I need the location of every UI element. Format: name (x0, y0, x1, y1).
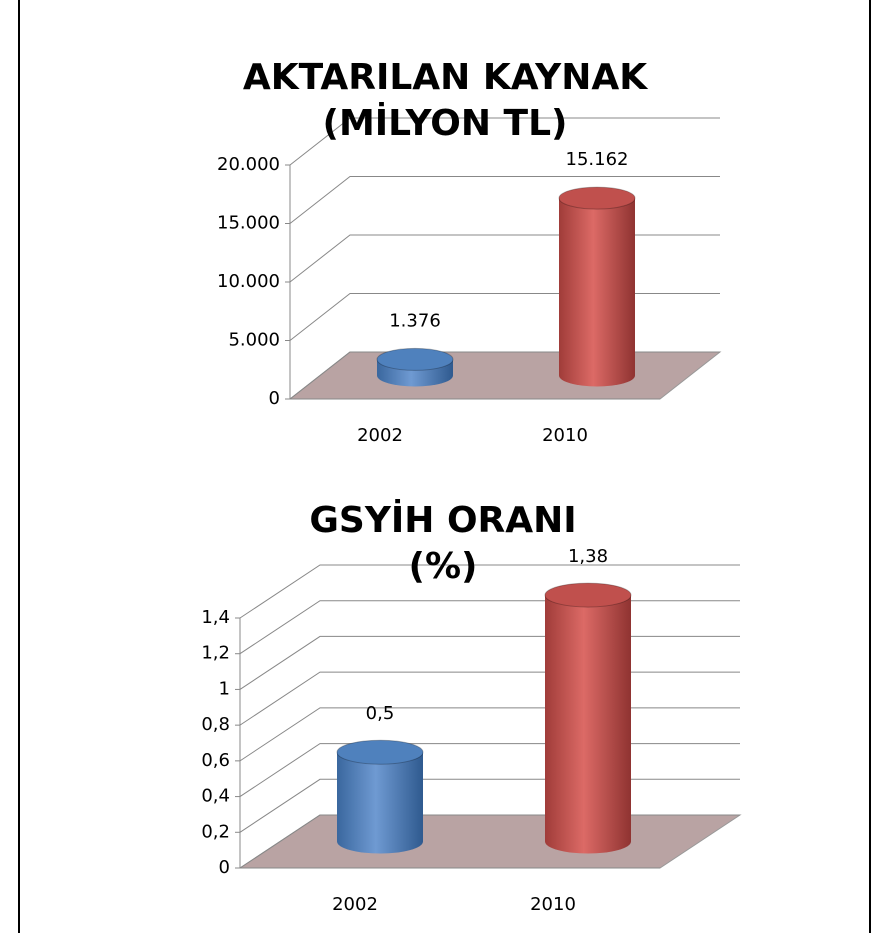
data-label: 15.162 (566, 149, 629, 170)
grid-line (289, 117, 720, 166)
y-tick-label: 0 (219, 857, 230, 878)
data-label: 1.376 (389, 310, 441, 331)
y-tick-label: 0,8 (201, 714, 230, 735)
floor (238, 814, 742, 869)
grid-line (239, 564, 740, 619)
y-tick-label: 5.000 (228, 330, 280, 351)
bar-base (545, 829, 631, 854)
grid-line (289, 176, 720, 224)
grid-line (289, 293, 720, 341)
y-tick-label: 15.000 (217, 213, 280, 234)
x-tick-label: 2010 (530, 894, 576, 915)
x-tick-label: 2002 (332, 894, 378, 915)
y-tick-label: 0 (269, 388, 280, 409)
y-tick-label: 0,4 (201, 786, 230, 807)
y-tick-label: 0,2 (201, 821, 230, 842)
bar-top (558, 186, 636, 210)
y-tick-label: 0,6 (201, 750, 230, 771)
bar-top (376, 347, 454, 371)
chart-title: AKTARILAN KAYNAK (MİLYON TL) (242, 57, 648, 144)
grid-line (239, 635, 740, 690)
bar-body (337, 752, 423, 842)
chart-title: GSYİH ORANI (%) (309, 500, 577, 587)
bar-body (545, 595, 631, 842)
y-tick-label: 1,4 (201, 607, 230, 628)
x-tick-label: 2010 (542, 425, 588, 446)
bar-top (544, 582, 632, 608)
bar-body (559, 198, 635, 376)
grid-line (289, 234, 720, 283)
bar (336, 739, 424, 854)
grid-line (239, 671, 740, 726)
frame (18, 0, 871, 933)
y-tick-label: 1 (219, 678, 230, 699)
grid-line (239, 707, 740, 762)
data-label: 1,38 (568, 546, 608, 567)
floor (288, 351, 722, 400)
grid-line (239, 743, 740, 797)
grid-line (239, 600, 740, 655)
y-tick-label: 10.000 (217, 271, 280, 292)
bar (376, 347, 454, 387)
bar (544, 582, 632, 854)
bar-base (377, 364, 453, 387)
data-label: 0,5 (366, 703, 395, 724)
x-tick-label: 2002 (357, 425, 403, 446)
y-tick-label: 1,2 (201, 643, 230, 664)
bar-base (559, 364, 635, 387)
bar-top (336, 739, 424, 765)
y-tick-label: 20.000 (217, 154, 280, 175)
bar-base (337, 829, 423, 854)
bar (558, 186, 636, 387)
